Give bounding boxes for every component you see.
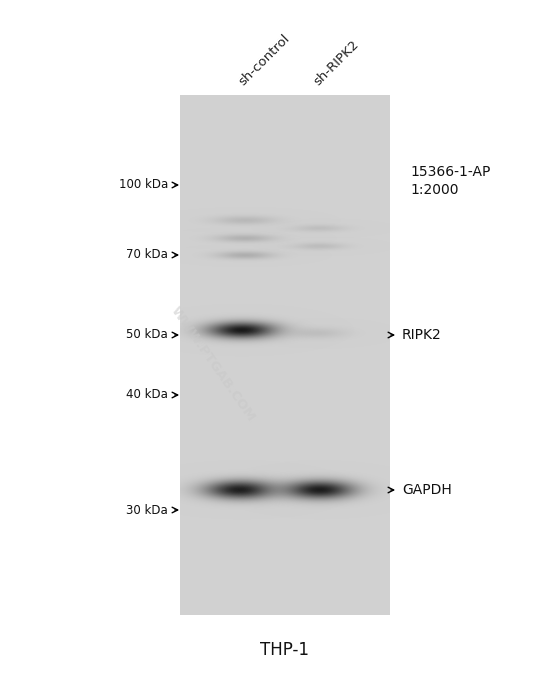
Text: 70 kDa: 70 kDa: [126, 248, 168, 262]
Text: THP-1: THP-1: [260, 641, 310, 659]
Text: sh-RIPK2: sh-RIPK2: [311, 38, 361, 88]
Text: GAPDH: GAPDH: [402, 483, 452, 497]
Text: 40 kDa: 40 kDa: [126, 389, 168, 402]
Text: sh-control: sh-control: [236, 32, 292, 88]
Text: 15366-1-AP
1:2000: 15366-1-AP 1:2000: [410, 165, 491, 197]
Text: 100 kDa: 100 kDa: [119, 178, 168, 192]
Bar: [180, 95, 390, 615]
Text: 30 kDa: 30 kDa: [126, 503, 168, 517]
Text: RIPK2: RIPK2: [402, 328, 442, 342]
Text: 50 kDa: 50 kDa: [126, 328, 168, 342]
Text: WWW.PTGAB.COM: WWW.PTGAB.COM: [168, 304, 258, 424]
